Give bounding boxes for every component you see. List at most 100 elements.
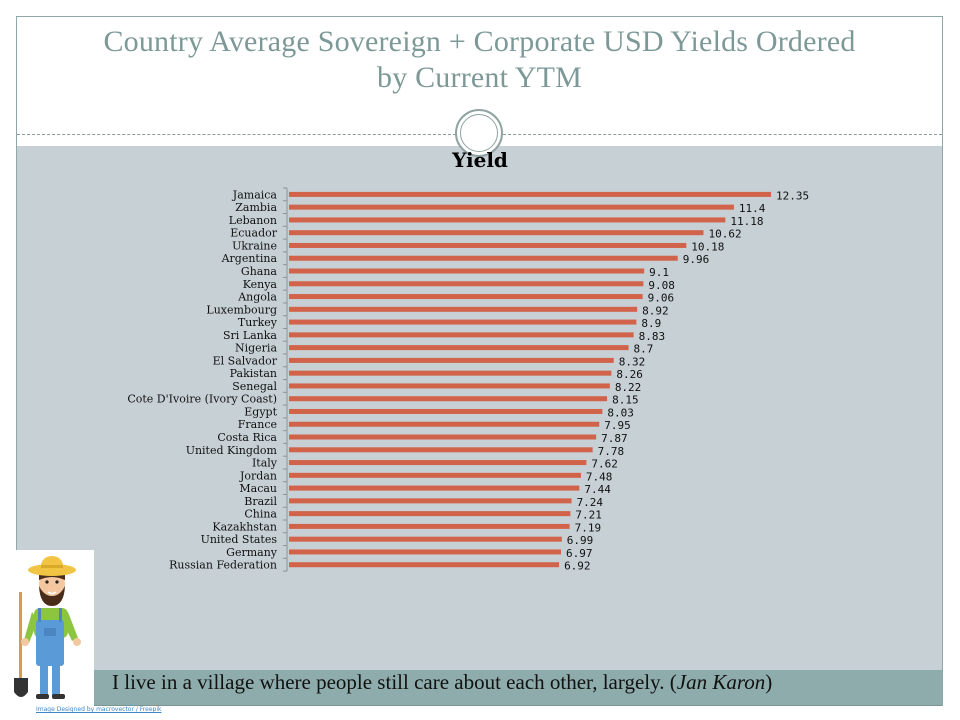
bar-ecuador	[289, 230, 704, 236]
category-label: Lebanon	[229, 214, 277, 227]
data-label: 7.95	[604, 419, 631, 432]
bar-brazil	[289, 498, 572, 504]
data-label: 8.03	[607, 406, 634, 419]
bar-pakistan	[289, 370, 612, 376]
category-label: Macau	[239, 482, 277, 495]
category-label: Kazakhstan	[212, 520, 277, 533]
chart-title: Yield	[452, 148, 508, 172]
category-label: China	[244, 508, 277, 521]
data-label: 9.96	[683, 253, 710, 266]
category-label: Germany	[226, 546, 278, 559]
category-label: Argentina	[221, 252, 278, 265]
category-label: Senegal	[232, 380, 277, 393]
bar-italy	[289, 460, 587, 466]
bar-argentina	[289, 255, 678, 261]
category-label: Jordan	[239, 469, 277, 482]
bar-macau	[289, 485, 580, 491]
bar-cote-d-ivoire-ivory-coast-	[289, 396, 608, 402]
bar-russian-federation	[289, 562, 560, 568]
bar-china	[289, 511, 571, 517]
data-label: 8.26	[616, 368, 643, 381]
category-label: Kenya	[243, 278, 278, 291]
quote-band	[17, 670, 942, 706]
category-label: Nigeria	[235, 342, 277, 355]
category-label: Italy	[252, 457, 278, 470]
category-label: Ghana	[241, 265, 278, 278]
data-label: 11.18	[730, 215, 763, 228]
category-label: El Salvador	[213, 354, 278, 367]
quote-text: I live in a village where people still c…	[112, 670, 677, 694]
bar-jamaica	[289, 191, 771, 197]
bar-turkey	[289, 319, 637, 325]
data-label: 8.22	[615, 381, 642, 394]
data-label: 7.19	[575, 521, 602, 534]
category-label: Pakistan	[230, 367, 277, 380]
category-label: Zambia	[235, 201, 277, 214]
bar-ghana	[289, 268, 645, 274]
quote-author: Jan Karon	[676, 670, 766, 694]
data-label: 6.99	[567, 534, 594, 547]
bar-ukraine	[289, 242, 687, 248]
category-label: Ecuador	[230, 227, 277, 240]
bar-luxembourg	[289, 306, 638, 312]
data-label: 7.24	[577, 496, 604, 509]
data-label: 8.15	[612, 394, 639, 407]
data-label: 8.9	[641, 317, 661, 330]
bar-jordan	[289, 472, 581, 478]
data-label: 10.18	[691, 240, 724, 253]
farmer-illustration	[14, 550, 94, 706]
bar-zambia	[289, 204, 734, 210]
category-label: United States	[201, 533, 278, 546]
bar-senegal	[289, 383, 610, 389]
data-label: 8.92	[642, 304, 669, 317]
bar-germany	[289, 549, 562, 555]
category-label: Ukraine	[232, 239, 277, 252]
bar-nigeria	[289, 345, 629, 351]
bar-egypt	[289, 408, 603, 414]
data-label: 10.62	[708, 228, 741, 241]
category-label: Costa Rica	[217, 431, 277, 444]
data-label: 12.35	[776, 189, 809, 202]
category-label: Cote D'Ivoire (Ivory Coast)	[127, 393, 277, 406]
category-label: Turkey	[238, 316, 278, 329]
data-label: 7.78	[598, 445, 625, 458]
data-label: 7.44	[584, 483, 611, 496]
bar-el-salvador	[289, 357, 614, 363]
data-label: 9.06	[648, 292, 675, 305]
quote-close: )	[765, 670, 773, 694]
slide-title: Country Average Sovereign + Corporate US…	[16, 24, 943, 96]
quote: I live in a village where people still c…	[112, 668, 772, 696]
slide-title-line-2: by Current YTM	[377, 61, 582, 94]
category-label: Jamaica	[232, 188, 278, 201]
category-label: Sri Lanka	[223, 329, 277, 342]
bar-angola	[289, 294, 643, 300]
data-label: 6.97	[566, 547, 593, 560]
data-label: 7.21	[575, 509, 602, 522]
data-label: 7.62	[591, 458, 618, 471]
data-label: 6.92	[564, 560, 591, 573]
farmer-icon	[14, 556, 81, 699]
bar-sri-lanka	[289, 332, 634, 338]
category-label: Egypt	[244, 405, 277, 418]
bar-united-states	[289, 536, 562, 542]
category-label: Luxembourg	[206, 303, 277, 316]
bar-france	[289, 421, 600, 427]
data-label: 9.08	[648, 279, 675, 292]
data-label: 11.4	[739, 202, 766, 215]
category-label: France	[238, 418, 277, 431]
data-label: 7.87	[601, 432, 628, 445]
bar-kenya	[289, 281, 644, 287]
slide-title-line-1: Country Average Sovereign + Corporate US…	[103, 25, 856, 58]
category-label: Russian Federation	[169, 559, 277, 572]
bar-costa-rica	[289, 434, 597, 440]
data-label: 8.83	[639, 330, 666, 343]
data-label: 8.32	[619, 355, 646, 368]
category-label: Angola	[237, 291, 277, 304]
category-label: Brazil	[244, 495, 277, 508]
circle-ornament-icon	[455, 109, 503, 157]
data-label: 9.1	[649, 266, 669, 279]
data-label: 7.48	[586, 470, 613, 483]
category-label: United Kingdom	[186, 444, 278, 457]
image-credit-link[interactable]: Image Designed by macrovector / Freepik	[36, 706, 162, 713]
